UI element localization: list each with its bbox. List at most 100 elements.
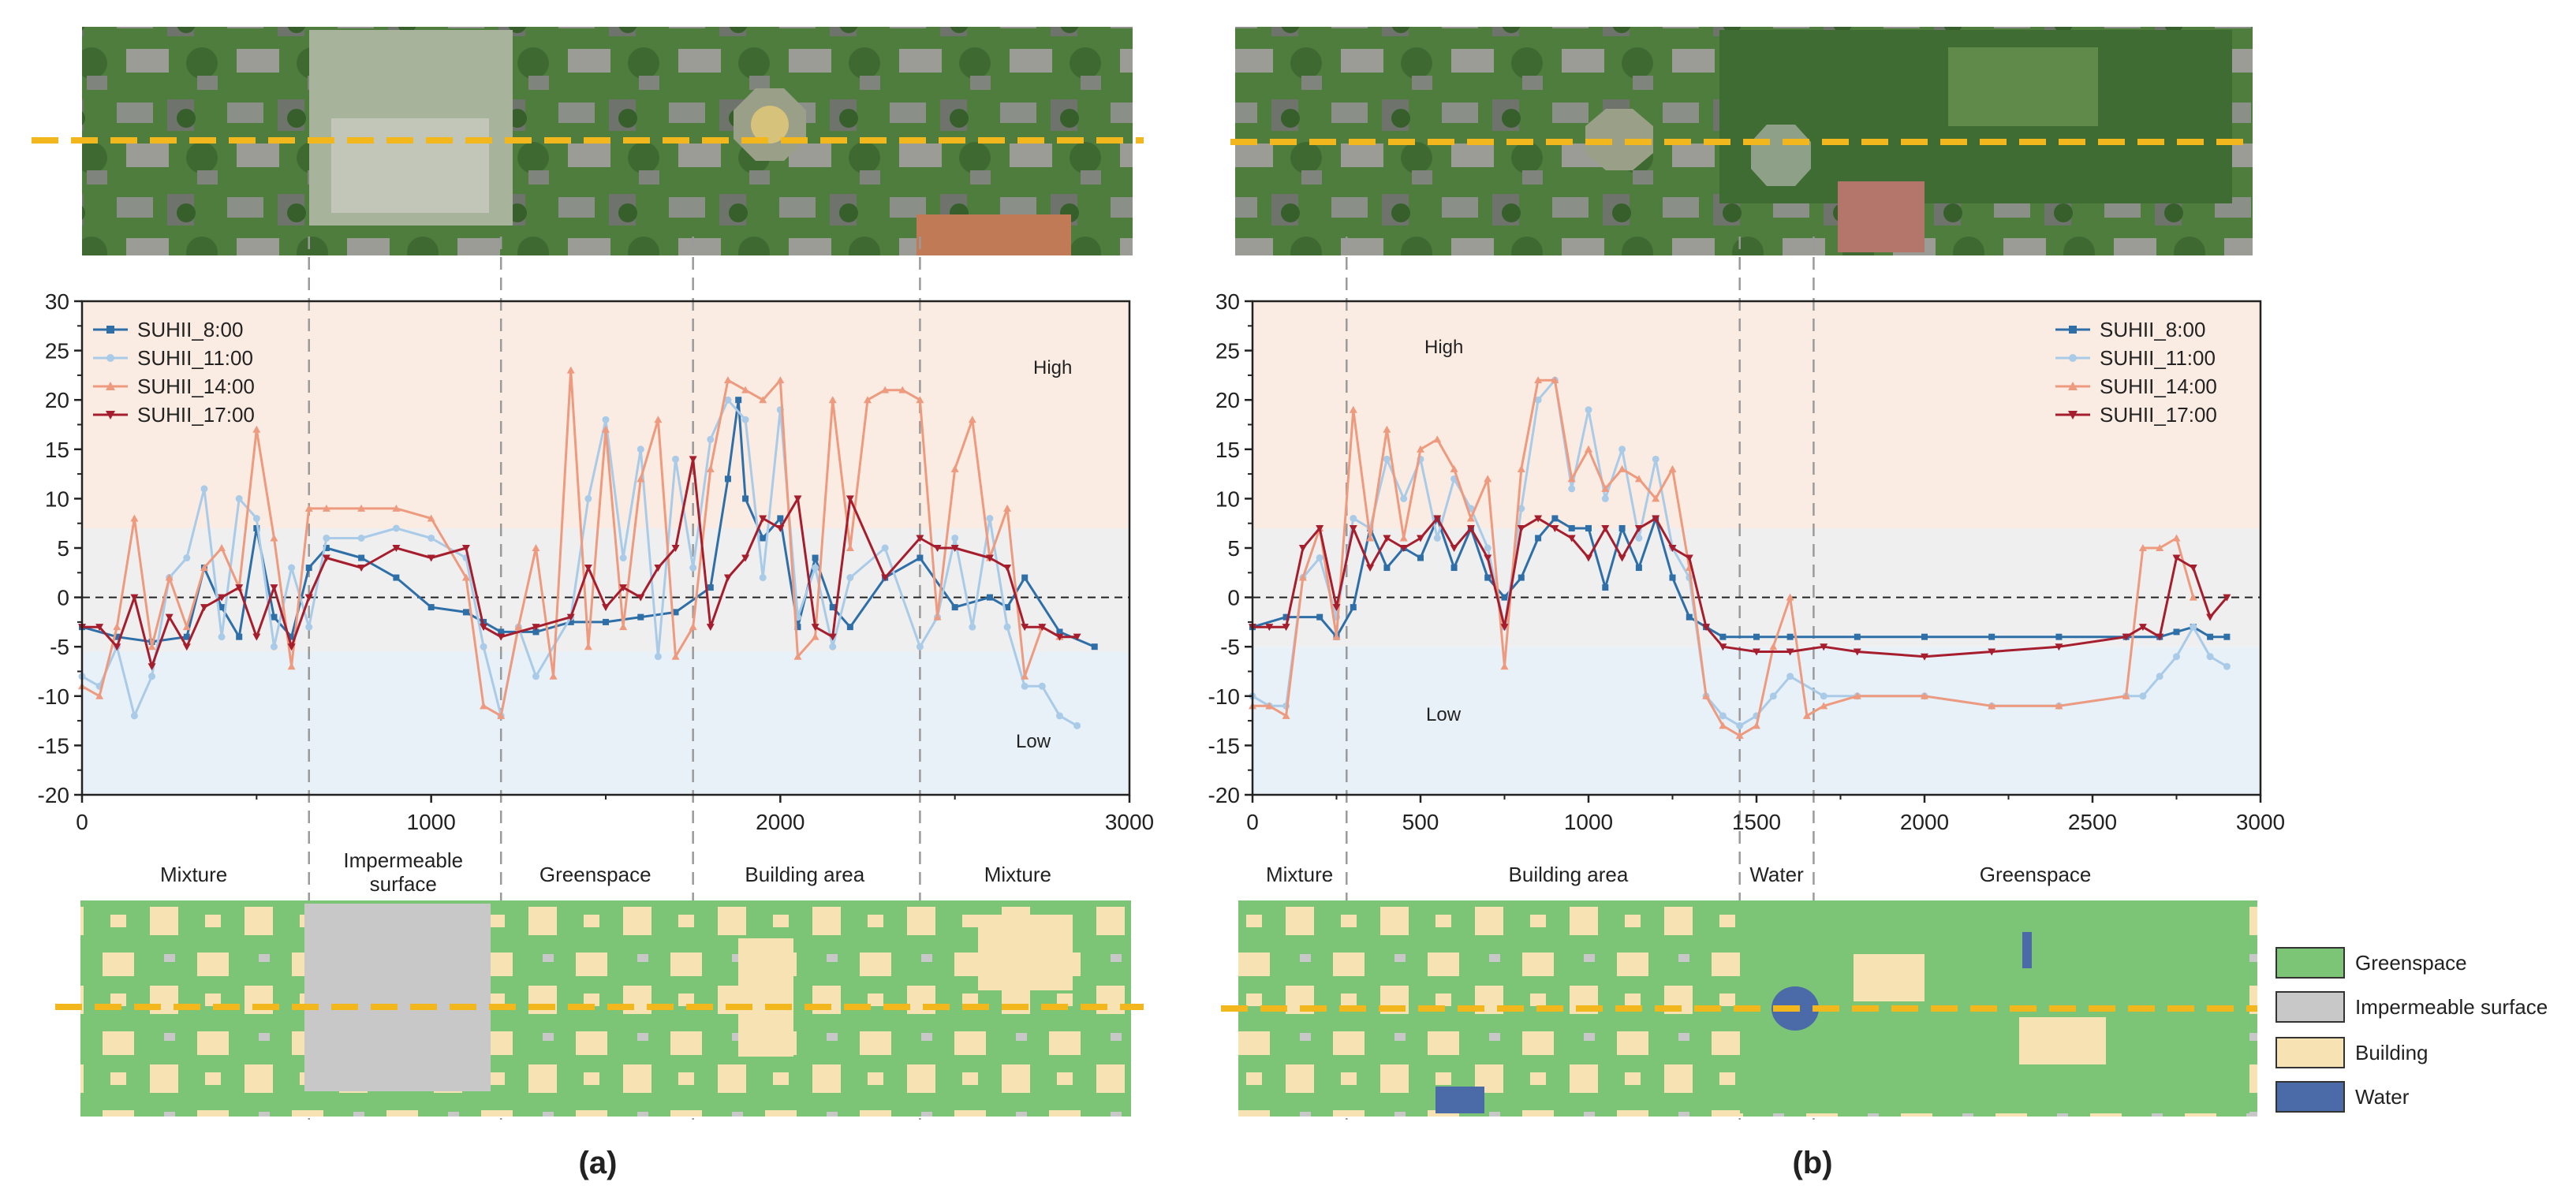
chart-a-ytick-label-2: -10 bbox=[38, 684, 69, 709]
chart-b-point-s17-14 bbox=[1484, 554, 1492, 562]
chart-a-point-s14-26 bbox=[602, 425, 610, 433]
chart-a-point-s11-19 bbox=[480, 643, 487, 651]
chart-a-point-s17-5 bbox=[165, 613, 174, 621]
chart-b-point-s11-22 bbox=[1618, 446, 1626, 453]
chart-a-point-s8-26 bbox=[742, 495, 749, 502]
chart-b-point-s14-33 bbox=[1802, 711, 1811, 719]
chart-b-xtick-label-4: 2000 bbox=[1900, 810, 1949, 834]
chart-b-legend-label-s14: SUHII_14:00 bbox=[2100, 375, 2217, 398]
chart-b-point-s11-16 bbox=[1518, 505, 1525, 513]
chart-b-point-s17-4 bbox=[1316, 524, 1324, 532]
chart-b-point-s8-8 bbox=[1417, 554, 1424, 561]
chart-b-point-s14-14 bbox=[1484, 475, 1492, 483]
chart-a-point-s8-36 bbox=[986, 594, 993, 601]
chart-b-point-s11-32 bbox=[1786, 673, 1794, 680]
chart-a-ytick-label-5: 5 bbox=[57, 536, 69, 561]
chart-b-point-s8-30 bbox=[1921, 633, 1928, 640]
chart-b-point-s11-23 bbox=[1635, 534, 1643, 542]
chart-b-point-s14-27 bbox=[1702, 692, 1711, 699]
chart-a-point-s11-14 bbox=[323, 534, 330, 542]
chart-b-point-s14-18 bbox=[1551, 376, 1559, 384]
chart-b-point-s14-37 bbox=[1988, 702, 1996, 710]
chart-a-point-s17-13 bbox=[304, 594, 313, 602]
chart-a-point-s14-13 bbox=[304, 504, 313, 512]
chart-a-point-s11-29 bbox=[672, 455, 680, 463]
chart-a-point-s14-34 bbox=[741, 386, 750, 393]
chart-b-point-s17-40 bbox=[2189, 565, 2197, 572]
chart-b-point-s14-22 bbox=[1618, 464, 1626, 472]
chart-a-point-s8-25 bbox=[735, 397, 742, 404]
landcover-b-building-1 bbox=[1854, 954, 1925, 1001]
chart-a-point-s11-8 bbox=[218, 633, 226, 641]
chart-a-point-s14-45 bbox=[933, 613, 942, 621]
chart-a-region-label-1: Impermeable bbox=[343, 848, 463, 872]
chart-a-point-s8-22 bbox=[672, 609, 679, 616]
chart-b-point-s14-11 bbox=[1433, 435, 1442, 443]
chart-b-point-s14-7 bbox=[1366, 534, 1375, 542]
chart-b-point-s17-9 bbox=[1399, 545, 1408, 552]
chart-b-point-s17-28 bbox=[1719, 643, 1727, 651]
chart-a-point-s17-41 bbox=[933, 545, 942, 552]
chart-b-xtick-label-2: 1000 bbox=[1564, 810, 1613, 834]
chart-a-point-s11-45 bbox=[986, 514, 994, 522]
chart-b-point-s8-10 bbox=[1450, 565, 1458, 572]
chart-a-point-s8-15 bbox=[462, 609, 469, 616]
chart-a-point-s11-28 bbox=[654, 653, 662, 661]
chart-b-legend-label-s11: SUHII_11:00 bbox=[2100, 346, 2216, 370]
chart-a-point-s8-37 bbox=[1004, 604, 1011, 611]
chart-b-high-label: High bbox=[1424, 337, 1463, 358]
chart-a-point-s17-28 bbox=[671, 545, 680, 552]
chart-a-point-s14-37 bbox=[793, 652, 802, 660]
legend-swatch-greenspace bbox=[2275, 947, 2345, 979]
chart-b-ytick-label-2: -10 bbox=[1208, 684, 1240, 709]
chart-b-ytick-label-9: 25 bbox=[1215, 339, 1240, 363]
chart-a-point-s17-46 bbox=[1038, 624, 1047, 632]
chart-b-point-s17-38 bbox=[2156, 633, 2164, 641]
chart-b-point-s8-28 bbox=[1786, 633, 1794, 640]
chart-a-point-s14-47 bbox=[968, 416, 976, 423]
chart-a-point-s8-12 bbox=[358, 554, 365, 561]
legend-label-greenspace: Greenspace bbox=[2355, 951, 2467, 975]
chart-a-point-s11-22 bbox=[532, 673, 539, 680]
chart-a-ytick-label-8: 20 bbox=[45, 388, 69, 412]
chart-a-high-label: High bbox=[1033, 357, 1072, 378]
chart-b-point-s14-32 bbox=[1786, 593, 1794, 601]
chart-a-point-s14-46 bbox=[950, 464, 959, 472]
chart-b-point-s17-7 bbox=[1366, 565, 1375, 572]
chart-b-point-s11-33 bbox=[1820, 692, 1827, 700]
chart-a-point-s17-47 bbox=[1055, 633, 1064, 641]
panel-label-a: (a) bbox=[579, 1146, 618, 1180]
landcover-map-a bbox=[55, 900, 1144, 1117]
chart-a-point-s17-40 bbox=[916, 535, 924, 542]
aerial-b-red-roof bbox=[1838, 181, 1925, 252]
chart-b-point-s11-42 bbox=[2190, 623, 2197, 631]
chart-b-legend-marker-s14 bbox=[2068, 382, 2078, 390]
chart-b-point-s8-37 bbox=[2207, 633, 2214, 640]
chart-a-point-s11-4 bbox=[148, 673, 156, 680]
chart-a-legend: SUHII_8:00 SUHII_11:00 SUHII_14:00 SUHII_17… bbox=[93, 318, 255, 427]
landcover-a-impermeable bbox=[304, 904, 491, 1091]
chart-b-point-s14-21 bbox=[1601, 484, 1610, 492]
chart-b-point-s11-19 bbox=[1568, 485, 1576, 493]
chart-a-point-s17-21 bbox=[532, 624, 540, 632]
chart-b-xtick-label-0: 0 bbox=[1246, 810, 1259, 834]
chart-b-point-s8-35 bbox=[2173, 628, 2180, 636]
chart-b-point-s8-18 bbox=[1585, 524, 1592, 531]
chart-a-point-s17-10 bbox=[252, 633, 261, 641]
chart-a-point-s14-24 bbox=[566, 366, 575, 374]
chart-a-zone-high bbox=[82, 301, 1129, 528]
chart-b-point-s8-24 bbox=[1686, 613, 1693, 621]
chart-b-point-s17-20 bbox=[1585, 554, 1592, 562]
chart-b-point-s14-24 bbox=[1652, 494, 1660, 502]
chart-a-ytick-label-6: 10 bbox=[45, 487, 69, 511]
chart-a-point-s17-15 bbox=[357, 565, 366, 572]
chart-a-point-s14-38 bbox=[811, 632, 819, 640]
chart-a-point-s17-7 bbox=[200, 604, 208, 612]
chart-b-point-s11-8 bbox=[1383, 455, 1391, 463]
chart-a-point-s17-19 bbox=[480, 624, 488, 632]
chart-b-point-s14-25 bbox=[1668, 464, 1677, 472]
chart-a-point-s11-17 bbox=[427, 534, 435, 542]
chart-a-series bbox=[78, 366, 1098, 729]
chart-b-point-s17-6 bbox=[1349, 524, 1357, 532]
